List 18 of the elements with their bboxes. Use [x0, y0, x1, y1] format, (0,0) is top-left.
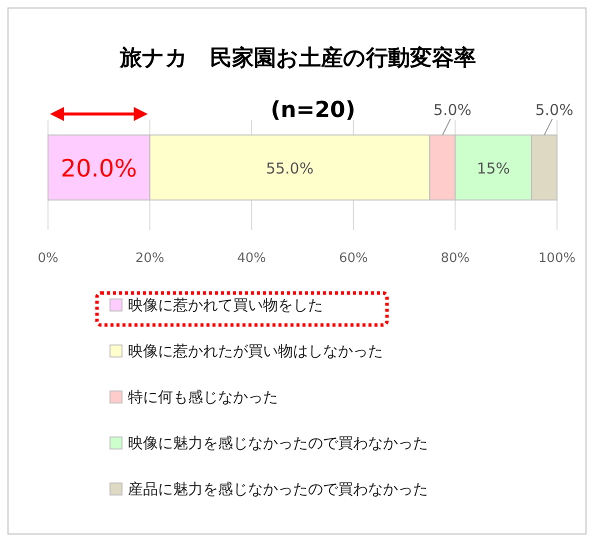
- data-label: 20.0%: [60, 154, 138, 182]
- legend-label: 映像に惹かれたが買い物はしなかった: [128, 342, 383, 360]
- x-tick-label: 40%: [237, 251, 266, 266]
- legend-label: 映像に惹かれて買い物をした: [128, 296, 323, 314]
- data-label: 55.0%: [266, 160, 314, 178]
- data-label: 15%: [476, 160, 510, 178]
- x-tick-label: 100%: [538, 251, 576, 266]
- x-tick-label: 0%: [38, 251, 58, 266]
- data-label: 5.0%: [433, 101, 472, 119]
- legend-label: 映像に魅力を感じなかったので買わなかった: [128, 434, 428, 452]
- x-tick-label: 20%: [135, 251, 164, 266]
- chart-title: 旅ナカ 民家園お土産の行動変容率: [119, 45, 476, 71]
- x-tick-label: 60%: [338, 251, 368, 266]
- data-label: 5.0%: [535, 101, 574, 119]
- legend-label: 特に何も感じなかった: [128, 388, 278, 406]
- chart-subtitle: (n=20): [270, 98, 356, 123]
- legend-label: 産品に魅力を感じなかったので買わなかった: [128, 480, 428, 498]
- x-tick-label: 80%: [440, 251, 470, 266]
